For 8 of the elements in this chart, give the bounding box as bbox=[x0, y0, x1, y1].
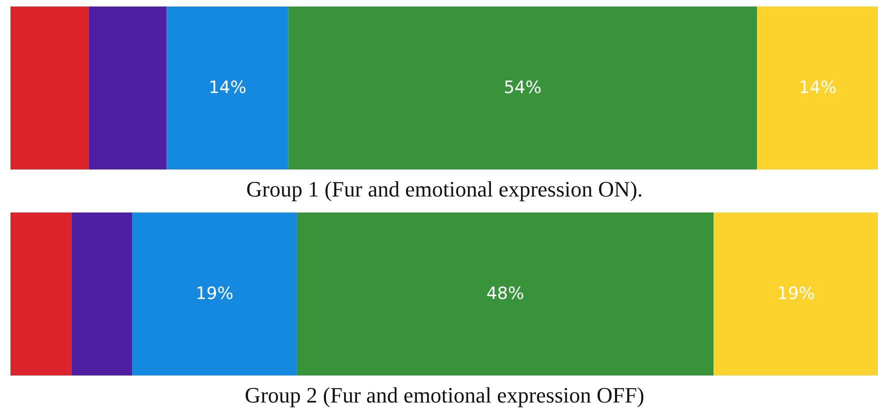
data-label: 19% bbox=[196, 284, 234, 304]
text: Group 1 (Fur and emotional expression ON). bbox=[246, 176, 643, 202]
data-label: 48% bbox=[486, 284, 524, 304]
text: Group 2 (Fur and emotional expression OFF) bbox=[244, 382, 644, 408]
data-label: 14% bbox=[798, 78, 837, 98]
data-label: 54% bbox=[504, 78, 542, 98]
data-label: 14% bbox=[208, 78, 246, 98]
data-label: 19% bbox=[777, 284, 815, 304]
